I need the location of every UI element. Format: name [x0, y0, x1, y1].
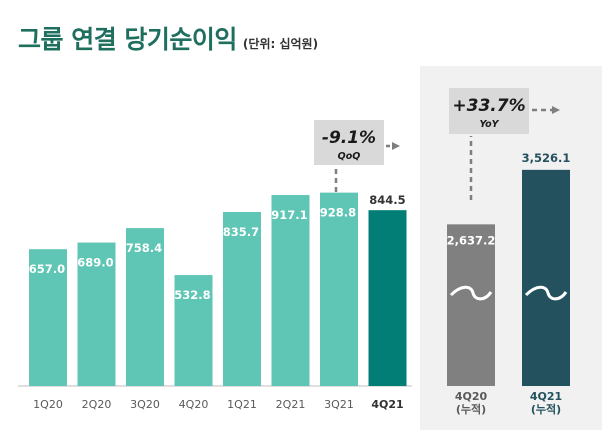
yoy-callout-box: [449, 88, 529, 134]
bar-1q21: [223, 212, 261, 386]
chart-title-text: 그룹 연결 당기순이익: [18, 25, 237, 54]
qoq-value: -9.1%: [322, 128, 376, 148]
yoy-label: YoY: [479, 119, 499, 130]
category-label: 3Q21: [324, 398, 354, 411]
value-label: 3,526.1: [522, 151, 571, 165]
qoq-label: QoQ: [338, 151, 361, 162]
category-label: 2Q20: [82, 398, 112, 411]
category-label: 4Q21: [530, 390, 562, 403]
axis-break-wave: [449, 285, 493, 301]
value-label: 835.7: [223, 225, 259, 239]
category-label: 4Q20: [455, 390, 488, 403]
value-label: 917.1: [271, 208, 307, 222]
category-label: 4Q20: [179, 398, 209, 411]
category-label: 4Q21: [371, 398, 403, 411]
bar-4q21-cumulative: [522, 169, 570, 386]
callouts: -9.1% QoQ +33.7% YoY: [314, 88, 560, 200]
yoy-value: +33.7%: [452, 96, 525, 116]
value-label: 2,637.2: [447, 233, 496, 247]
quarterly-bars: 657.0 1Q20 689.0 2Q20 758.4 3Q20 532.8 4Q20 835.…: [18, 192, 412, 411]
qoq-callout-box: [314, 120, 384, 165]
value-label: 758.4: [126, 241, 162, 255]
chart-title: 그룹 연결 당기순이익 (단위: 십억원): [18, 20, 318, 56]
value-label: 844.5: [369, 193, 405, 207]
category-label: 1Q21: [227, 398, 257, 411]
category-label: (누적): [531, 402, 561, 416]
bar-3q20: [126, 228, 164, 386]
category-label: 1Q20: [33, 398, 63, 411]
unit-label: (단위: 십억원): [242, 37, 319, 51]
value-label: 689.0: [77, 256, 113, 270]
bar-4q20: [174, 275, 213, 386]
axis-break-wave: [524, 285, 568, 301]
bar-4q21: [368, 210, 407, 386]
category-label: (누적): [456, 402, 486, 416]
value-label: 532.8: [174, 288, 210, 302]
bar-2q20: [77, 242, 116, 386]
value-label: 928.8: [320, 206, 356, 220]
bar-2q21: [271, 195, 310, 386]
bar-4q20-cumulative: [447, 224, 495, 386]
category-label: 3Q20: [130, 398, 160, 411]
category-label: 2Q21: [276, 398, 306, 411]
bar-3q21: [320, 192, 358, 386]
value-label: 657.0: [29, 262, 65, 276]
bar-1q20: [29, 249, 67, 386]
